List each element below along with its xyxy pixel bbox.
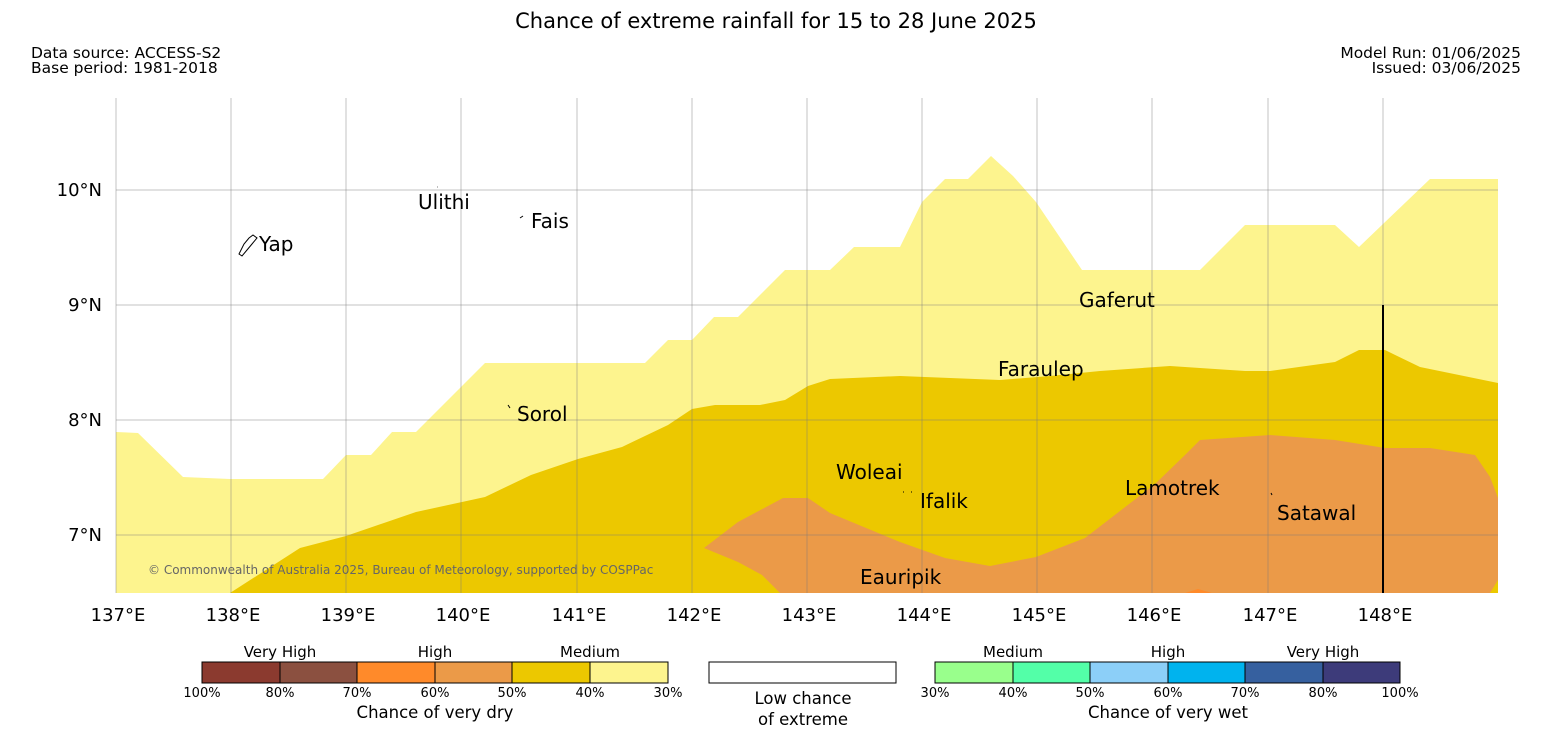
legend-wet-tick: 70% [1231,686,1260,701]
legend-dry: Very High High Medium 100% 80% 70% 60% 5… [183,643,682,722]
legend-dry-swatch [356,661,436,684]
legend-wet-tick: 30% [921,686,950,701]
region-high-strong [1185,589,1212,593]
legend-dry-tick: 30% [654,686,683,701]
legend-dry-caption: Chance of very dry [357,703,514,722]
legend-dry-swatch [434,661,513,684]
legend-wet-tick: 80% [1309,686,1338,701]
x-tick-label: 137°E [91,605,146,626]
legend-dry-tick: 40% [576,686,605,701]
x-tick-label: 144°E [897,605,952,626]
legend-dry-group-very-high: Very High [244,643,317,661]
meta-right: Model Run: 01/06/2025 Issued: 03/06/2025 [1340,44,1521,77]
x-tick-label: 146°E [1127,605,1182,626]
legend-wet-tick: 100% [1381,686,1418,701]
place-label-fais: Fais [531,209,569,233]
legend-dry-group-high: High [418,643,452,661]
place-label-sorol: Sorol [517,402,568,426]
legend-dry-group-medium: Medium [560,643,620,661]
x-tick-label: 141°E [552,605,607,626]
model-run: Model Run: 01/06/2025 [1340,44,1521,62]
legend-wet-caption: Chance of very wet [1088,703,1249,722]
data-source: Data source: ACCESS-S2 [31,44,222,62]
x-tick-label: 139°E [321,605,376,626]
fais-island-shape [519,215,524,219]
legend-dry-tick: 60% [421,686,450,701]
legend-dry-tick: 50% [498,686,527,701]
place-labels: Ulithi Fais Yap Sorol Gaferut Faraulep W… [258,190,1356,589]
legend-dry-tick: 100% [183,686,220,701]
legend-wet-swatch [1167,661,1246,684]
copyright-note: © Commonwealth of Australia 2025, Bureau… [148,563,653,577]
legend-wet: Medium High Very High 30% 40% 50% 60% 70… [921,643,1419,722]
legend-low-line1: Low chance [754,689,851,708]
yap-island-shape [238,234,258,257]
place-label-eauripik: Eauripik [860,565,942,589]
y-tick-label: 8°N [68,410,102,431]
y-tick-label: 9°N [68,295,102,316]
y-tick-label: 7°N [68,525,102,546]
place-label-ifalik: Ifalik [920,489,968,513]
legend-dry-swatch [279,661,358,684]
x-tick-label: 140°E [436,605,491,626]
satawal-island-shape [1270,492,1273,496]
legend-wet-swatch [934,661,1014,684]
place-label-gaferut: Gaferut [1079,288,1155,312]
legend-dry-tick: 70% [343,686,372,701]
legend-wet-tick: 50% [1076,686,1105,701]
legend-wet-tick: 60% [1154,686,1183,701]
legend-wet-swatch [1012,661,1091,684]
x-tick-label: 147°E [1243,605,1298,626]
legend-wet-swatch [1244,661,1324,684]
base-period: Base period: 1981-2018 [31,59,218,77]
place-label-woleai: Woleai [836,460,903,484]
sorol-island-shape [507,404,511,409]
legend-dry-swatch [589,661,669,684]
legend-wet-group-very-high: Very High [1287,643,1360,661]
x-tick-label: 142°E [667,605,722,626]
legend-low: Low chance of extreme [708,661,897,729]
legend-dry-swatch [511,661,591,684]
y-tick-label: 10°N [57,180,102,201]
legend-dry-tick: 80% [266,686,295,701]
legend-wet-group-high: High [1151,643,1185,661]
legend-wet-group-medium: Medium [983,643,1043,661]
place-label-faraulep: Faraulep [998,357,1084,381]
legend-wet-swatch [1322,661,1401,684]
map-title: Chance of extreme rainfall for 15 to 28 … [515,9,1037,33]
place-label-yap: Yap [258,232,293,256]
probability-contours [116,156,1498,593]
x-tick-label: 145°E [1012,605,1067,626]
x-tick-label: 148°E [1358,605,1413,626]
island-markers [238,186,1273,496]
issued-date: Issued: 03/06/2025 [1371,59,1521,77]
x-axis-labels: 137°E 138°E 139°E 140°E 141°E 142°E 143°… [91,605,1413,626]
x-tick-label: 138°E [206,605,261,626]
place-label-ulithi: Ulithi [418,190,470,214]
place-label-satawal: Satawal [1277,501,1356,525]
region-high [704,435,1498,593]
x-tick-label: 143°E [782,605,837,626]
y-axis-labels: 10°N 9°N 8°N 7°N [57,180,102,546]
place-label-lamotrek: Lamotrek [1125,476,1220,500]
legend-wet-tick: 40% [999,686,1028,701]
legend-low-swatch [708,661,897,684]
legend-dry-swatch [201,661,281,684]
meta-left: Data source: ACCESS-S2 Base period: 1981… [31,44,222,77]
legend-wet-swatch [1089,661,1169,684]
legend-low-line2: of extreme [758,710,848,729]
